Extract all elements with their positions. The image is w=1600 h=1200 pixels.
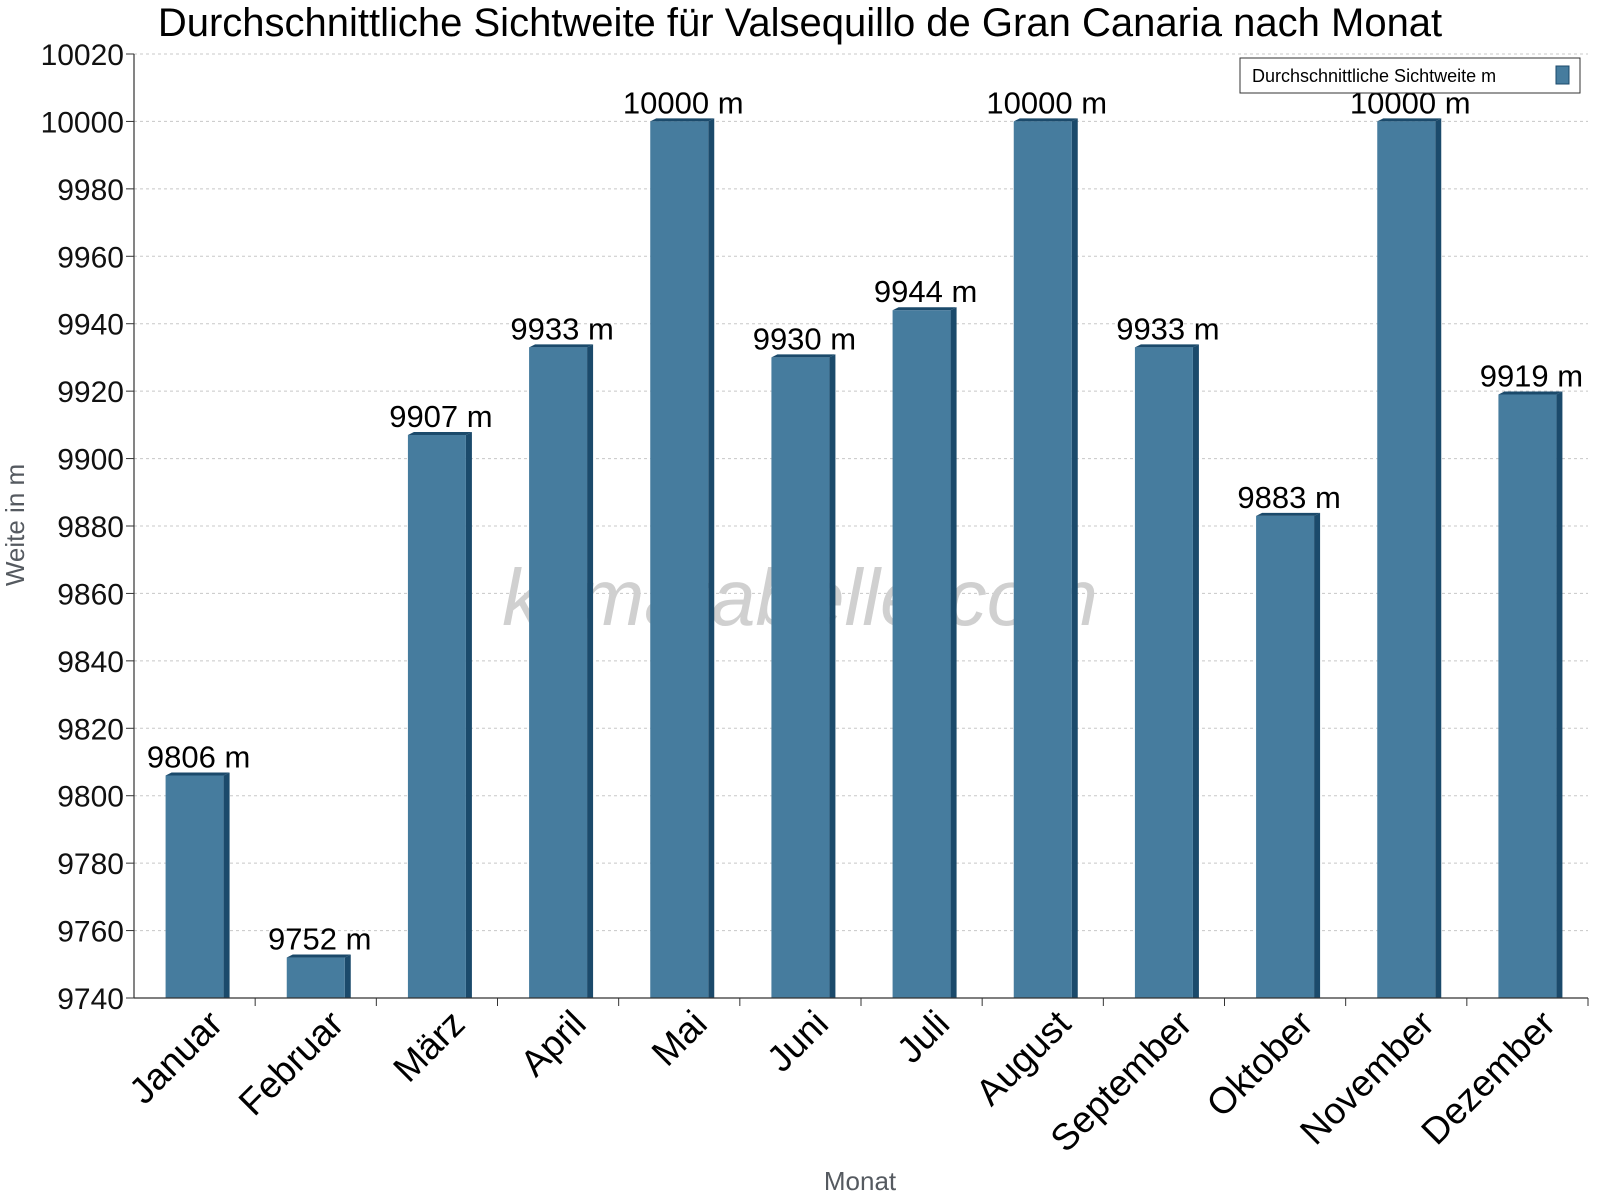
y-tick-label: 9940 (57, 309, 124, 342)
bar-top (529, 344, 594, 348)
x-tick-label: April (512, 1003, 593, 1084)
y-tick-labels: 9740 9760 9780 9800 9820 9840 9860 9880 9900 9920… (41, 39, 124, 1016)
bar-top (165, 772, 230, 776)
bar-front (1013, 121, 1072, 998)
bar-top (771, 354, 836, 358)
data-label: 9919 m (1480, 359, 1583, 394)
bar-top (1013, 118, 1078, 122)
legend-swatch (1555, 65, 1570, 85)
data-label: 9944 m (874, 274, 977, 309)
bar-side (587, 344, 594, 998)
y-tick-label: 9760 (57, 916, 124, 949)
bar-front (1134, 347, 1193, 998)
legend-label: Durchschnittliche Sichtweite m (1252, 66, 1496, 86)
bar-top (286, 954, 351, 958)
bar-top (1134, 344, 1199, 348)
x-tick-label: März (385, 1003, 472, 1090)
bar-side (1556, 391, 1563, 998)
x-tick-label: Juli (889, 1003, 957, 1071)
data-label: 9883 m (1237, 480, 1340, 515)
bar-side (1314, 512, 1321, 998)
bar-top (1377, 118, 1442, 122)
bar-front (1498, 394, 1557, 998)
bar-front (165, 775, 224, 998)
bar-front (650, 121, 709, 998)
data-label: 9930 m (753, 321, 856, 356)
data-label: 10000 m (623, 85, 744, 120)
x-tick-label: Dezember (1413, 1003, 1563, 1153)
bar-side (829, 354, 836, 998)
bar (892, 307, 957, 998)
y-tick-label: 9860 (57, 578, 124, 611)
legend[interactable]: Durchschnittliche Sichtweite m (1239, 57, 1581, 94)
y-tick-label: 9840 (57, 646, 124, 679)
data-label: 9907 m (389, 399, 492, 434)
bar-front (1377, 121, 1436, 998)
legend-box (1239, 57, 1581, 94)
bar-top (650, 118, 715, 122)
x-tick-label: Oktober (1199, 1003, 1321, 1125)
y-tick-label: 9880 (57, 511, 124, 544)
bar-side (465, 431, 472, 998)
y-tick-label: 10000 (41, 106, 124, 139)
y-tick-label: 9900 (57, 444, 124, 477)
bar-side (1192, 344, 1199, 998)
bar (165, 772, 230, 998)
bar (771, 354, 836, 998)
x-axis-title: Monat (824, 1166, 897, 1196)
bar-top (407, 431, 472, 435)
y-tick-label: 9920 (57, 376, 124, 409)
bar (1013, 118, 1078, 998)
bar-front (892, 310, 951, 998)
bar (407, 431, 472, 998)
data-label: 9806 m (147, 739, 250, 774)
bar (1256, 512, 1321, 998)
data-labels: 9806 m 9752 m 9907 m 9933 m 10000 m 9930 m 994… (147, 85, 1583, 956)
x-tick-label: Januar (121, 1003, 230, 1112)
bar-front (771, 357, 830, 998)
chart-title: Durchschnittliche Sichtweite für Valsequ… (158, 1, 1442, 45)
bar-side (1435, 118, 1442, 998)
y-tick-label: 9980 (57, 174, 124, 207)
bar-front (529, 347, 588, 998)
x-tick-label: Februar (231, 1003, 352, 1124)
bar-front (286, 957, 345, 998)
bar-side (708, 118, 715, 998)
y-tick-label: 9800 (57, 781, 124, 814)
bar (1134, 344, 1199, 998)
bar-side (344, 954, 351, 998)
grid (134, 53, 1588, 932)
x-tick-label: Mai (644, 1003, 715, 1074)
bar-front (407, 434, 466, 998)
data-label: 9752 m (268, 922, 371, 957)
bar (286, 954, 351, 998)
data-label: 9933 m (1116, 311, 1219, 346)
bar (529, 344, 594, 998)
data-label: 10000 m (986, 85, 1107, 120)
bar-top (892, 307, 957, 311)
axes (126, 53, 1589, 1006)
bar-side (223, 772, 230, 998)
y-tick-label: 9820 (57, 713, 124, 746)
bar-front (1256, 515, 1315, 998)
x-tick-labels: Januar Februar März April Mai Juni Juli AugustS… (121, 1002, 1563, 1159)
y-tick-label: 9740 (57, 983, 124, 1016)
x-tick-label: Juni (759, 1003, 836, 1080)
x-tick-label: August (968, 1002, 1079, 1113)
bar-top (1256, 512, 1321, 516)
y-tick-label: 10020 (41, 39, 124, 72)
bar-side (950, 307, 957, 998)
bar (650, 118, 715, 998)
y-tick-label: 9780 (57, 848, 124, 881)
bar (1377, 118, 1442, 998)
bar-top (1498, 391, 1563, 395)
y-tick-label: 9960 (57, 241, 124, 274)
bar (1498, 391, 1563, 998)
y-axis-title: Weite in m (0, 464, 30, 586)
bar-side (1071, 118, 1078, 998)
bars (165, 118, 1563, 998)
data-label: 9933 m (510, 311, 613, 346)
